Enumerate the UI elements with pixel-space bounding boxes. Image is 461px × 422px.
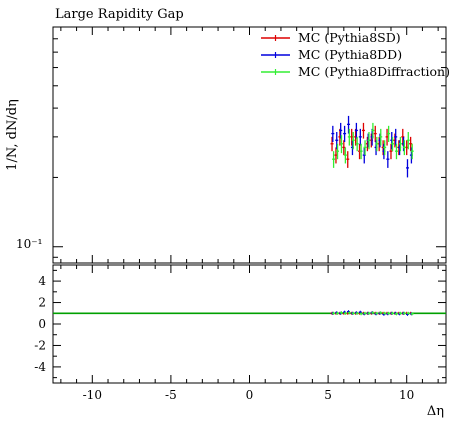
legend-label: MC (Pythia8Diffraction) xyxy=(298,64,450,79)
x-tick-label: -5 xyxy=(165,388,177,402)
ratio-y-tick-label: -4 xyxy=(34,360,46,374)
ratio-y-tick-label: 0 xyxy=(38,317,46,331)
main-plot-series xyxy=(330,115,414,178)
x-tick-label: -10 xyxy=(83,388,102,402)
ratio-y-ticks: 4 2 0 -2 -4 xyxy=(34,269,446,379)
ratio-y-tick-label: 4 xyxy=(38,274,46,288)
x-tick-label: 0 xyxy=(246,388,254,402)
chart-title: Large Rapidity Gap xyxy=(55,7,184,22)
y-tick-label-0: 10⁻¹ xyxy=(16,237,42,251)
y-axis-label: 1/N, dN/dη xyxy=(5,99,20,171)
legend: MC (Pythia8SD) MC (Pythia8DD) MC (Pythia8D… xyxy=(261,30,450,79)
ratio-plot-series xyxy=(53,310,446,316)
x-axis-ticks: -10 -5 0 5 10 xyxy=(60,27,439,402)
ratio-y-tick-label: -2 xyxy=(34,338,46,352)
legend-label: MC (Pythia8SD) xyxy=(298,30,401,45)
x-axis-label: Δη xyxy=(427,404,444,419)
x-tick-label: 5 xyxy=(324,388,332,402)
x-tick-label: 10 xyxy=(399,388,414,402)
main-y-ticks xyxy=(53,26,446,258)
legend-label: MC (Pythia8DD) xyxy=(298,47,402,62)
ratio-plot-frame xyxy=(52,264,447,384)
ratio-y-tick-label: 2 xyxy=(38,296,46,310)
